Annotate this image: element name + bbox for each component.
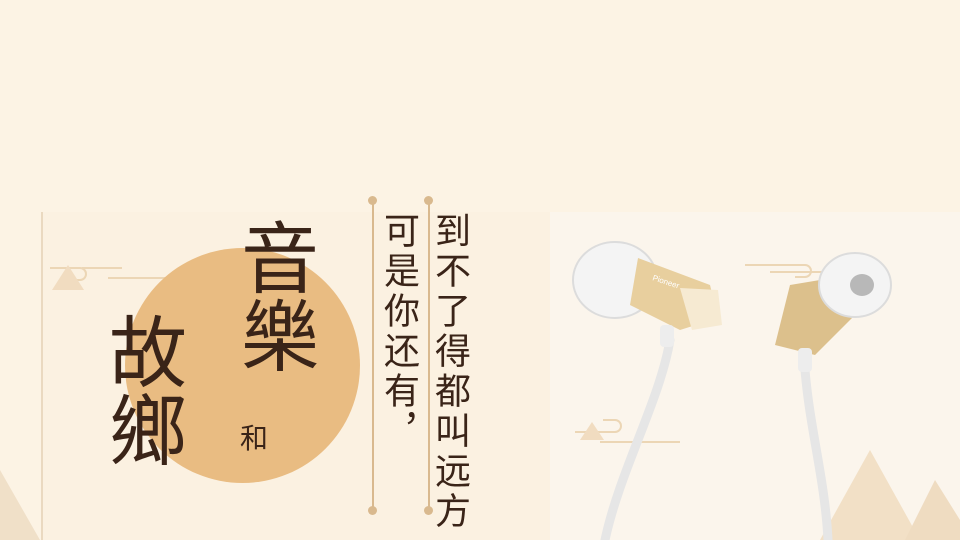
poem-line-2: 到不了得都叫远方 bbox=[429, 212, 470, 532]
guide-dot bbox=[424, 506, 433, 515]
decorative-circle bbox=[125, 248, 360, 483]
guide-dot bbox=[368, 506, 377, 515]
mountain-shape-right-1 bbox=[580, 422, 604, 440]
title-music: 音樂 bbox=[228, 218, 318, 374]
mountain-shape-bottom-left bbox=[0, 470, 40, 540]
title-and: 和 bbox=[240, 422, 269, 455]
poem-line-1: 可是你还有， bbox=[378, 212, 419, 452]
guide-line-right bbox=[428, 200, 430, 512]
guide-dot bbox=[368, 196, 377, 205]
title-hometown: 故鄉 bbox=[96, 312, 186, 468]
mountain-shape-right-2 bbox=[820, 450, 920, 540]
cloud-pattern-left bbox=[50, 267, 168, 281]
guide-line-left bbox=[372, 200, 374, 512]
earphones-image: Pioneer bbox=[572, 241, 892, 540]
cable-right bbox=[800, 365, 833, 540]
mountain-shape-left bbox=[52, 265, 84, 290]
guide-dot bbox=[424, 196, 433, 205]
cable-left bbox=[600, 335, 675, 540]
earbud-left bbox=[572, 241, 722, 347]
mountain-shape-right-3 bbox=[905, 480, 960, 540]
earbud-right bbox=[775, 252, 892, 372]
